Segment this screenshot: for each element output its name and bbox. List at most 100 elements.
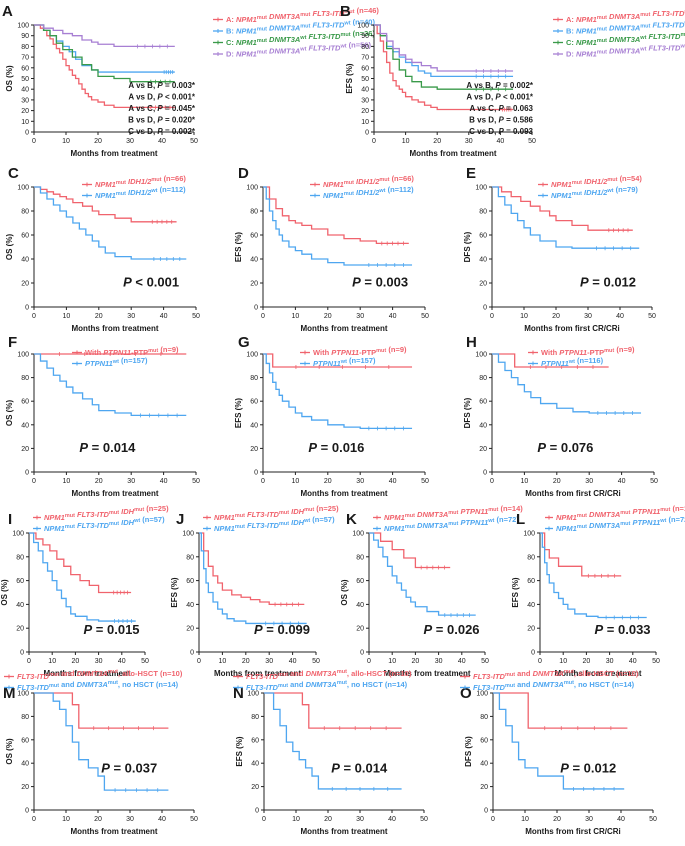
panel-letter: G xyxy=(238,334,250,351)
x-tick-label: 40 xyxy=(160,478,168,485)
panel-f: F 0 10 20 30 40 50 0 20 40 60 80 100 Months from trea… xyxy=(5,334,200,498)
km-curve-blue xyxy=(199,532,307,625)
p-value: P = 0.033 xyxy=(595,622,651,637)
x-tick-label: 30 xyxy=(265,658,273,665)
y-tick-label: 80 xyxy=(21,209,29,216)
p-value: P = 0.012 xyxy=(580,275,636,290)
y-axis-label: EFS (%) xyxy=(170,577,179,608)
legend-label: D: NPM1mut DNMT3Awt FLT3-ITDwt (n=56) xyxy=(566,41,685,59)
y-axis-label: EFS (%) xyxy=(234,232,243,263)
km-curve-blue xyxy=(540,532,647,619)
km-curve-red xyxy=(199,532,305,606)
y-tick-label: 20 xyxy=(21,108,29,115)
x-tick-label: 50 xyxy=(652,658,660,665)
y-tick-label: 60 xyxy=(480,737,488,744)
y-tick-label: 20 xyxy=(480,784,488,791)
legend-label: C: NPM1mut DNMT3Awt FLT3-ITDmut (n=36) xyxy=(226,29,375,47)
km-curve-green xyxy=(34,24,175,83)
x-tick-label: 30 xyxy=(356,816,364,823)
y-axis-label: DFS (%) xyxy=(464,736,473,767)
x-tick-label: 20 xyxy=(433,138,441,145)
y-tick-label: 20 xyxy=(186,626,194,633)
x-axis-label: Months from treatment xyxy=(300,489,387,498)
y-tick-label: 80 xyxy=(479,375,487,382)
x-tick-label: 10 xyxy=(63,478,71,485)
x-tick-label: 50 xyxy=(192,478,200,485)
y-axis-label: DFS (%) xyxy=(463,231,472,262)
y-tick-label: 20 xyxy=(250,281,258,288)
x-tick-label: 30 xyxy=(465,138,473,145)
x-tick-label: 0 xyxy=(27,658,31,665)
y-tick-label: 80 xyxy=(527,554,535,561)
y-tick-label: 70 xyxy=(21,55,29,62)
p-value: P = 0.012 xyxy=(560,761,616,776)
p-value: P = 0.099 xyxy=(254,622,310,637)
y-tick-label: 40 xyxy=(21,761,29,768)
y-tick-label: 0 xyxy=(483,305,487,312)
x-tick-label: 20 xyxy=(95,478,103,485)
x-axis-label: Months from treatment xyxy=(300,324,387,333)
p-value: P = 0.015 xyxy=(84,622,140,637)
x-tick-label: 10 xyxy=(521,816,529,823)
y-tick-label: 0 xyxy=(483,470,487,477)
y-tick-label: 40 xyxy=(16,602,24,609)
x-tick-label: 50 xyxy=(481,658,489,665)
y-tick-label: 60 xyxy=(21,399,29,406)
legend-label: NPM1mut IDH1/2mut (n=66) xyxy=(95,174,186,189)
comparison-pvalue: A vs D, P < 0.001* xyxy=(128,93,196,102)
x-tick-label: 40 xyxy=(458,658,466,665)
legend-label: FLT3-ITDmut and DNMT3Amut, allo-HSCT (n=… xyxy=(17,669,183,681)
legend-label: B: NPM1mut DNMT3Amut FLT3-ITDwt (n=40) xyxy=(566,18,685,36)
x-tick-label: 40 xyxy=(158,138,166,145)
y-tick-label: 100 xyxy=(352,531,364,538)
km-curve-blue xyxy=(34,24,175,73)
panel-c: C 0 10 20 30 40 50 0 20 40 60 80 100 Months from trea… xyxy=(5,165,200,333)
x-axis-label: Months from treatment xyxy=(70,149,157,158)
legend-label: NPM1mut IDH1/2wt (n=112) xyxy=(323,185,414,200)
x-tick-label: 50 xyxy=(649,816,657,823)
panel-letter: C xyxy=(8,165,19,182)
x-tick-label: 10 xyxy=(63,313,71,320)
x-tick-label: 10 xyxy=(559,658,567,665)
x-tick-label: 40 xyxy=(118,658,126,665)
comparison-pvalue: B vs D, P = 0.020* xyxy=(128,116,196,125)
panel-a: A0 10 20 30 40 500102030405060708090100Months… xyxy=(2,3,379,158)
x-tick-label: 0 xyxy=(490,313,494,320)
km-curve-red xyxy=(34,692,169,729)
km-curve-red xyxy=(264,692,402,729)
x-axis-label: Months from first CR/CRi xyxy=(525,827,621,836)
y-tick-label: 10 xyxy=(21,119,29,126)
x-tick-label: 0 xyxy=(32,478,36,485)
km-curve-blue xyxy=(29,532,136,622)
panel-letter: E xyxy=(466,165,476,182)
x-tick-label: 0 xyxy=(32,313,36,320)
y-axis-label: OS (%) xyxy=(340,579,349,606)
y-tick-label: 60 xyxy=(21,65,29,72)
panel-e: E 0 10 20 30 40 50 0 20 40 60 80 100 Months from firs… xyxy=(463,165,656,333)
y-tick-label: 40 xyxy=(479,422,487,429)
y-tick-label: 60 xyxy=(251,737,259,744)
x-tick-label: 10 xyxy=(402,138,410,145)
x-tick-label: 30 xyxy=(435,658,443,665)
panel-letter: K xyxy=(346,511,357,528)
y-axis-label: OS (%) xyxy=(5,234,14,261)
x-tick-label: 30 xyxy=(126,138,134,145)
x-tick-label: 10 xyxy=(292,816,300,823)
panel-letter: M xyxy=(3,685,16,702)
y-tick-label: 80 xyxy=(479,209,487,216)
y-tick-label: 60 xyxy=(527,578,535,585)
panel-letter: D xyxy=(238,165,249,182)
x-axis-label: Months from treatment xyxy=(383,669,470,678)
y-tick-label: 20 xyxy=(21,446,29,453)
y-tick-label: 0 xyxy=(20,650,24,657)
y-tick-label: 80 xyxy=(186,554,194,561)
x-tick-label: 40 xyxy=(618,478,626,485)
x-tick-label: 30 xyxy=(126,816,134,823)
x-tick-label: 20 xyxy=(553,478,561,485)
legend-label: NPM1mut IDH1/2mut (n=54) xyxy=(551,174,642,189)
x-tick-label: 0 xyxy=(261,313,265,320)
panel-letter: L xyxy=(516,511,525,528)
x-tick-label: 30 xyxy=(606,658,614,665)
panel-l: L 0 10 20 30 40 50 0 20 40 60 80 100 Months from trea… xyxy=(511,504,685,678)
legend-label: C: NPM1mut DNMT3Awt FLT3-ITDmut (n=36) xyxy=(566,29,685,47)
